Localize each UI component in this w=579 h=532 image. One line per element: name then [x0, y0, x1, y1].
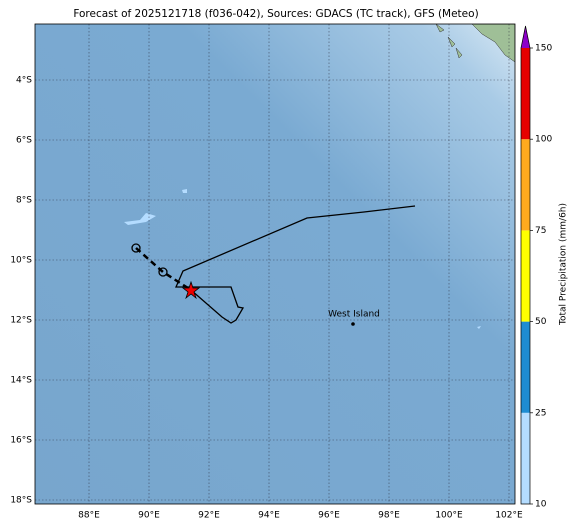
colorbar-label: Total Precipitation (mm/6h) [559, 203, 569, 326]
lat-label: 14°S [10, 376, 32, 386]
track-point [158, 267, 168, 277]
title: Forecast of 2025121718 (f036-042), Sourc… [73, 8, 478, 20]
land [471, 24, 515, 63]
colorbar-tick-label: 10 [535, 500, 547, 510]
lat-label: 4°S [16, 76, 32, 86]
colorbar-segment [521, 321, 530, 413]
place-marker [351, 322, 355, 326]
lat-label: 12°S [10, 316, 32, 326]
lon-label: 96°E [318, 511, 340, 521]
colorbar-frame [520, 25, 531, 505]
map-frame [34, 23, 516, 505]
place-label: West Island [328, 310, 380, 320]
lon-label: 88°E [78, 511, 100, 521]
lat-label: 8°S [16, 196, 32, 206]
track-point [131, 243, 141, 253]
lon-label: 90°E [138, 511, 160, 521]
lon-label: 98°E [378, 511, 400, 521]
map-area: West Island [35, 24, 515, 504]
lon-label: 100°E [435, 511, 463, 521]
colorbar-segment [521, 48, 530, 140]
colorbar-tick-label: 100 [535, 135, 552, 145]
lon-label: 102°E [495, 511, 523, 521]
storm-position [181, 280, 201, 300]
colorbar-segment [521, 230, 530, 322]
colorbar-segment [521, 139, 530, 231]
grid [35, 24, 515, 504]
colorbar-extend [521, 26, 530, 48]
lat-label: 16°S [10, 436, 32, 446]
lat-label: 6°S [16, 136, 32, 146]
colorbar-tick-label: 25 [535, 408, 546, 418]
track [135, 247, 192, 292]
colorbar: 10 25 50 75 100 150 [520, 25, 552, 510]
ocean [35, 24, 515, 504]
colorbar-segment [521, 412, 530, 504]
precip-patch [124, 213, 156, 225]
lat-label: 10°S [10, 256, 32, 266]
colorbar-tick-label: 50 [535, 317, 547, 327]
lon-label: 92°E [198, 511, 220, 521]
colorbar-tick-label: 150 [535, 44, 552, 54]
island [435, 24, 463, 59]
forecast-cone [175, 205, 416, 324]
lon-label: 94°E [258, 511, 280, 521]
colorbar-tick-label: 75 [535, 226, 546, 236]
lat-label: 18°S [10, 496, 32, 506]
